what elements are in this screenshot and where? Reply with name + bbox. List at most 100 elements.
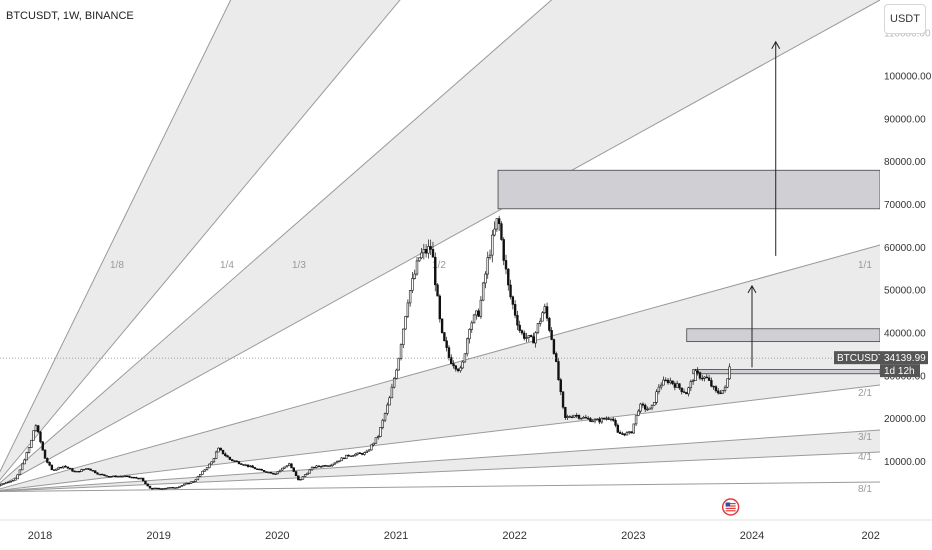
price-tick-label: 90000.00 — [884, 114, 926, 125]
candle-body — [465, 338, 469, 355]
arrow-up-icon — [747, 284, 757, 294]
candle-body — [552, 339, 556, 354]
candle-body — [32, 430, 35, 441]
candle-body — [424, 249, 428, 254]
candle-body — [507, 268, 510, 286]
symbol-tag: BTCUSDT — [837, 353, 884, 364]
candle-body — [575, 414, 578, 417]
candle-body — [308, 469, 311, 474]
candle-body — [75, 470, 79, 473]
candle-body — [347, 454, 350, 457]
candle-body — [415, 260, 419, 275]
candle-body — [329, 465, 332, 467]
candle-body — [185, 482, 188, 485]
candle-body — [427, 246, 430, 254]
candle-body — [614, 420, 617, 426]
candle-body — [217, 447, 220, 453]
candle-body — [413, 273, 416, 279]
price-zone — [497, 169, 881, 210]
candle-body — [331, 463, 334, 466]
candle-body — [445, 340, 448, 348]
candle-body — [287, 463, 291, 467]
candle-body — [130, 476, 133, 479]
candle-body — [586, 417, 590, 420]
candle-body — [383, 413, 387, 421]
candle-body — [452, 363, 455, 367]
candle-body — [39, 431, 42, 443]
candle-body — [297, 475, 300, 481]
candle-body — [324, 465, 327, 467]
candle-body — [240, 463, 243, 465]
candle-body — [710, 380, 713, 387]
candle-body — [212, 458, 216, 463]
price-zone — [692, 369, 881, 375]
fan-label: 1/2 — [432, 260, 446, 271]
candle-body — [721, 389, 724, 394]
candle-body — [397, 358, 400, 371]
candle-body — [607, 418, 610, 420]
candle-body — [78, 470, 81, 473]
candle-body — [221, 449, 225, 455]
candle-body — [596, 418, 599, 421]
candle-body — [155, 487, 159, 490]
flag-stripe — [725, 507, 736, 509]
time-axis: 2018 2019 2020 2021 2022 2023 2024 202 — [0, 519, 932, 550]
candle-body — [100, 473, 104, 476]
candle-body — [707, 377, 711, 381]
candle-body — [584, 416, 588, 419]
candle-body — [169, 487, 172, 489]
candle-body — [712, 385, 715, 388]
candle-body — [671, 380, 674, 384]
candle-body — [475, 310, 478, 316]
candle-body — [386, 404, 389, 414]
candle-body — [2, 483, 6, 485]
candle-body — [685, 392, 688, 395]
candle-body — [62, 465, 65, 469]
currency-selector[interactable]: USDT — [884, 4, 926, 34]
price-tick-label: 10000.00 — [884, 457, 926, 468]
candle-body — [46, 458, 49, 463]
candle-body — [568, 416, 572, 418]
candle-body — [237, 461, 241, 465]
candle-body — [680, 387, 683, 392]
time-tick-label: 2020 — [265, 530, 289, 542]
time-tick-label: 2021 — [384, 530, 408, 542]
candle-body — [564, 406, 567, 418]
candle-body — [634, 415, 638, 425]
candle-body — [73, 470, 76, 473]
arrow-up-icon — [771, 40, 781, 49]
candle-body — [317, 465, 321, 467]
candle-body — [345, 454, 348, 459]
candle-body — [399, 344, 403, 359]
candle-body — [292, 467, 295, 472]
candle-body — [340, 457, 343, 462]
candle-body — [646, 408, 649, 411]
candle-body — [504, 260, 508, 270]
candle-body — [0, 483, 3, 486]
candle-body — [381, 419, 384, 428]
candle-body — [66, 466, 70, 469]
candle-body — [669, 380, 672, 384]
candle-body — [7, 481, 10, 484]
candle-body — [502, 239, 505, 261]
candle-body — [420, 252, 423, 259]
candle-body — [705, 376, 709, 379]
candle-body — [726, 378, 729, 388]
candle-body — [114, 475, 117, 478]
candle-body — [493, 228, 496, 236]
candle-body — [370, 444, 373, 451]
candle-body — [691, 380, 695, 382]
candle-body — [64, 465, 67, 468]
candle-body — [379, 427, 382, 437]
candle-body — [673, 383, 677, 388]
fan-label: 3/1 — [858, 432, 872, 443]
candle-body — [351, 455, 355, 457]
candle-body — [94, 470, 97, 474]
fan-label: 4/1 — [858, 452, 872, 463]
candle-body — [486, 257, 489, 275]
fan-line — [0, 384, 881, 491]
candle-body — [14, 478, 17, 481]
candle-body — [643, 404, 647, 410]
candle-body — [153, 487, 156, 490]
